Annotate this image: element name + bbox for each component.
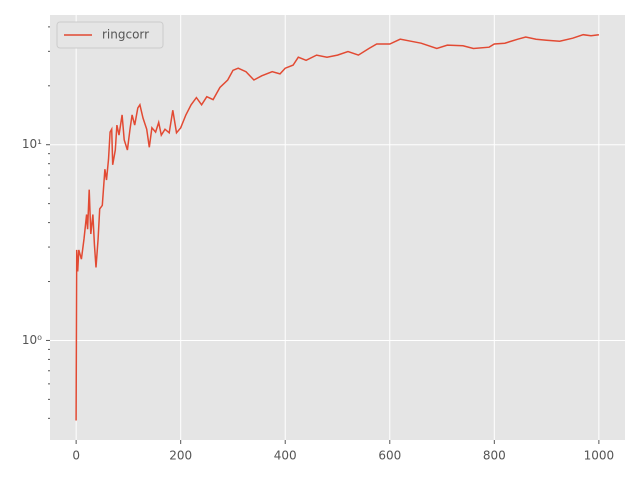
y-tick-label: 10¹ [22, 137, 42, 151]
x-tick-label: 200 [169, 449, 192, 463]
y-tick-label: 10⁰ [22, 333, 42, 347]
x-tick-label: 1000 [584, 449, 615, 463]
plot-area [50, 15, 625, 440]
x-tick-label: 400 [274, 449, 297, 463]
x-tick-label: 600 [378, 449, 401, 463]
data-line [75, 33, 600, 421]
x-tick-label: 0 [72, 449, 80, 463]
legend [56, 21, 164, 49]
x-tick-label: 800 [483, 449, 506, 463]
legend-label: ringcorr [102, 28, 149, 42]
